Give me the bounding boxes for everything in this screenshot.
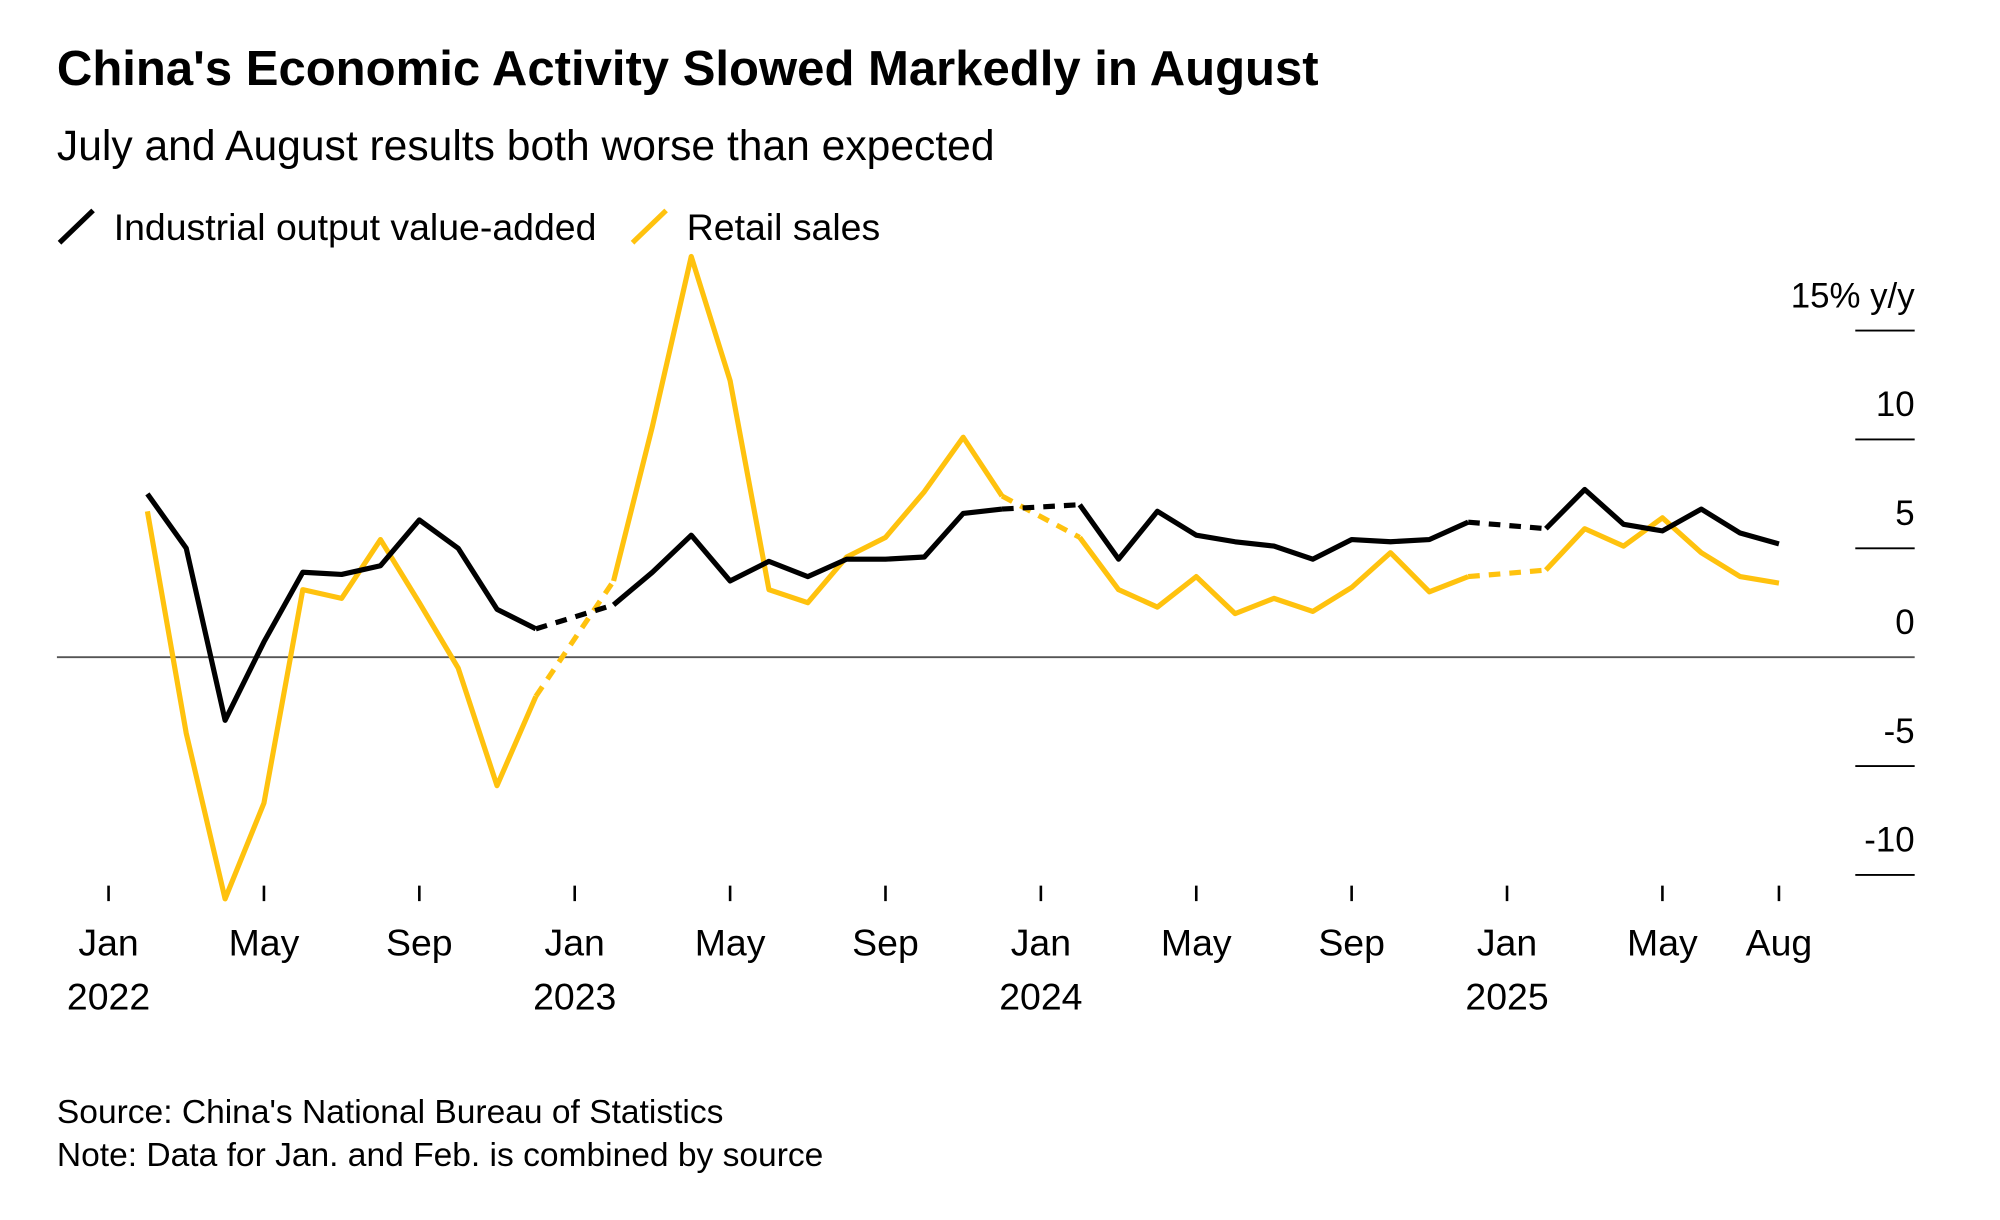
series-line (1077, 535, 1470, 617)
x-tick-label: Sep (852, 921, 919, 963)
x-tick-label: 2025 (1465, 976, 1548, 1018)
gap-bridge (533, 579, 616, 698)
x-tick-label: May (1161, 921, 1232, 963)
gap-bridge (535, 602, 615, 632)
x-tick-label: Aug (1746, 921, 1813, 963)
x-tick-label: May (695, 921, 766, 963)
x-tick-label: Jan (545, 921, 605, 963)
gap-bridge (1467, 519, 1547, 532)
x-tick-label: Jan (78, 921, 138, 963)
x-tick-label: 2023 (533, 976, 616, 1018)
legend-swatch (630, 208, 668, 245)
y-tick-label: 15% y/y (1791, 276, 1916, 315)
x-tick-label: Sep (386, 921, 453, 963)
series-line (1077, 503, 1470, 562)
gap-bridge (1001, 502, 1080, 512)
y-tick-label: -5 (1884, 712, 1915, 751)
source: Source: China's National Bureau of Stati… (57, 1094, 724, 1131)
gap-bridge (1000, 493, 1081, 540)
y-tick-label: 5 (1895, 494, 1914, 533)
chart-title: China's Economic Activity Slowed Markedl… (57, 42, 1319, 96)
legend-label: Retail sales (687, 206, 880, 248)
x-tick-label: Jan (1477, 921, 1537, 963)
legend-swatch (57, 208, 95, 245)
series-line (611, 253, 1005, 606)
chart-subtitle: July and August results both worse than … (57, 122, 995, 170)
series-line (1543, 515, 1780, 586)
x-tick-label: 2022 (67, 976, 150, 1018)
x-tick-label: Sep (1318, 921, 1385, 963)
x-tick-label: 2024 (999, 976, 1082, 1018)
y-tick-label: -10 (1864, 821, 1914, 860)
series-line (145, 492, 538, 723)
y-tick-label: 10 (1876, 385, 1915, 424)
series-line (611, 506, 1003, 607)
series-line (1544, 486, 1780, 547)
legend-label: Industrial output value-added (114, 206, 597, 248)
gap-bridge (1467, 567, 1547, 580)
x-tick-label: Jan (1011, 921, 1071, 963)
note: Note: Data for Jan. and Feb. is combined… (57, 1137, 823, 1174)
x-tick-label: May (1627, 921, 1698, 963)
series-line (144, 510, 539, 902)
x-tick-label: May (229, 921, 300, 963)
y-tick-label: 0 (1895, 603, 1914, 642)
